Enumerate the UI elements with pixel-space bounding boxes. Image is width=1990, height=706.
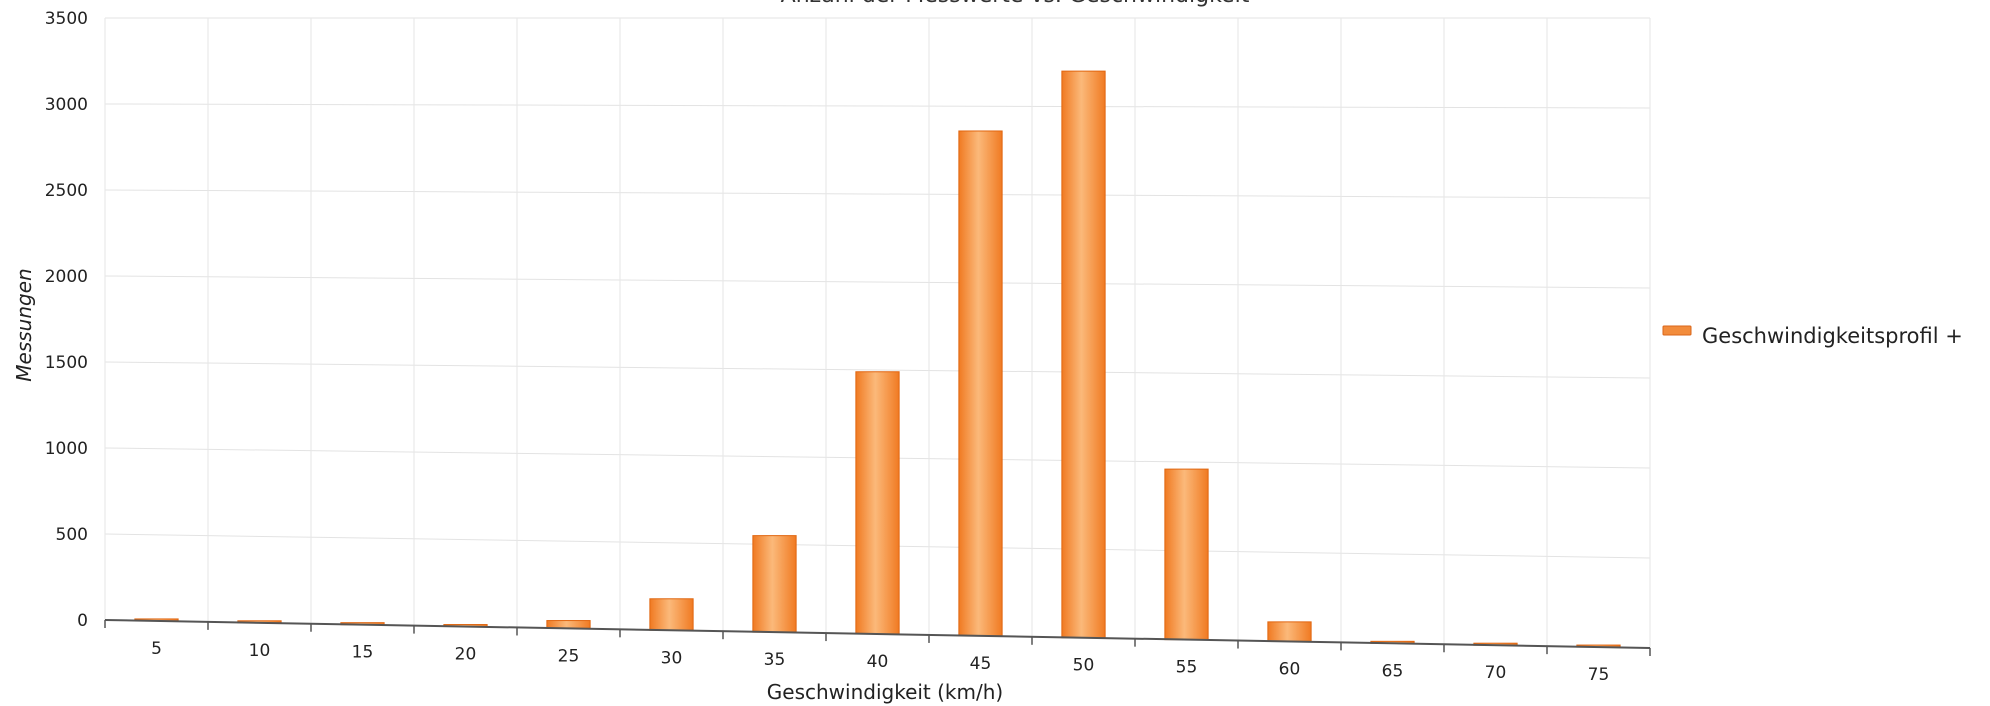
x-tick-label: 65 (1382, 661, 1404, 681)
x-tick-label: 25 (558, 646, 580, 666)
y-tick-label: 3000 (45, 95, 88, 115)
grid-line-horizontal (104, 103, 1651, 109)
x-tick-label: 30 (661, 648, 683, 668)
y-tick-label: 1000 (45, 439, 88, 459)
grid-line-horizontal (104, 361, 1651, 379)
y-tick-label: 0 (77, 611, 88, 631)
x-tick-label: 70 (1485, 663, 1507, 683)
x-tick-label: 10 (249, 641, 271, 661)
x-tick-label: 50 (1073, 656, 1095, 676)
legend-swatch (1662, 325, 1692, 336)
chart-legend: Geschwindigkeitsprofil + (1662, 324, 1963, 348)
x-axis-title: Geschwindigkeit (km/h) (767, 680, 1003, 704)
y-axis-ticks: 0 500 1000 1500 2000 2500 3000 3500 (45, 9, 88, 631)
y-tick-label: 2500 (45, 181, 88, 201)
bar-30 (649, 598, 694, 631)
y-tick-label: 500 (56, 525, 88, 545)
x-axis-line (104, 619, 1651, 649)
legend-label-geschwindigkeitsprofil: Geschwindigkeitsprofil + (1702, 324, 1963, 348)
x-tick-label: 75 (1588, 665, 1610, 685)
chart-axes (104, 619, 1651, 656)
x-tick-label: 55 (1176, 658, 1198, 678)
y-tick-label: 1500 (45, 353, 88, 373)
x-tick-label: 60 (1279, 659, 1301, 679)
bar-35 (752, 535, 797, 633)
bar-40 (855, 371, 900, 635)
x-tick-label: 20 (455, 645, 477, 665)
y-axis-title: Messungen (12, 268, 36, 381)
x-tick-label: 40 (867, 652, 889, 672)
y-tick-label: 2000 (45, 267, 88, 287)
bar-60 (1267, 621, 1312, 642)
x-tick-label: 15 (352, 643, 374, 663)
bar-55 (1164, 468, 1209, 641)
x-tick-label: 5 (151, 639, 162, 659)
grid-line-horizontal (104, 189, 1651, 199)
x-tick-label: 45 (970, 654, 992, 674)
chart-bars (134, 70, 1621, 648)
grid-line-horizontal (104, 275, 1651, 289)
y-tick-label: 3500 (45, 9, 88, 29)
x-axis-ticks: 5 10 15 20 25 30 35 40 45 50 55 60 65 70 75 (151, 639, 1609, 685)
x-tick-label: 35 (764, 650, 786, 670)
bar-45 (958, 130, 1003, 637)
chart-title: Anzahl der Messwerte vs. Geschwindigkeit (781, 0, 1250, 8)
bar-50 (1061, 70, 1106, 639)
chart-grid (104, 17, 1651, 649)
